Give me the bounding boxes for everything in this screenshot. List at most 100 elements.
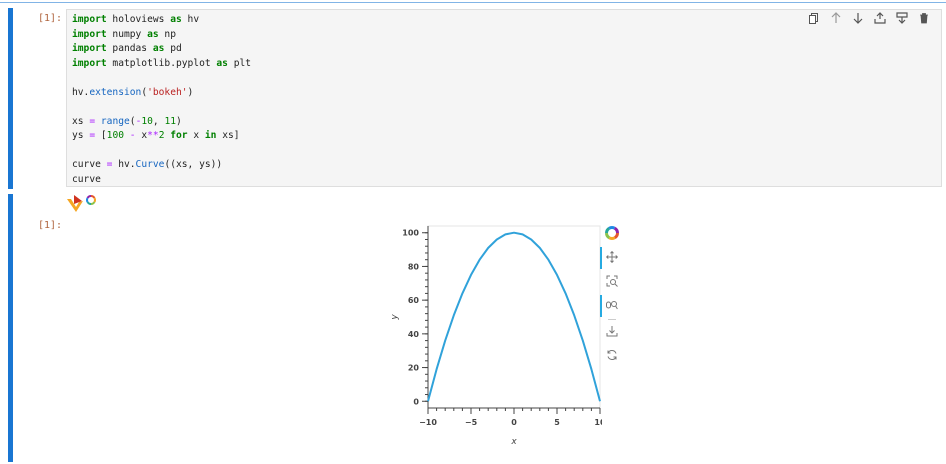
x-tick-label: 5 (554, 418, 560, 427)
code-token: 10 (141, 115, 153, 127)
code-token: 'bokeh' (147, 86, 188, 98)
code-line: import pandas as pd (72, 42, 251, 57)
code-line: curve (72, 173, 251, 188)
y-tick-label: 40 (408, 330, 420, 339)
code-token: range (100, 115, 130, 127)
code-token: = (89, 130, 96, 141)
move-down-icon[interactable] (850, 11, 866, 25)
input-prompt: [1]: (38, 13, 63, 24)
y-tick-label: 80 (408, 262, 420, 271)
code-token: 11 (164, 115, 177, 127)
code-token: ( (129, 115, 136, 127)
code-token: pd (164, 43, 182, 54)
code-line: import matplotlib.pyplot as plt (72, 57, 251, 72)
code-token: Curve (135, 159, 165, 170)
code-editor[interactable]: import holoviews as hv import numpy as np… (66, 9, 942, 187)
notebook-top-border (0, 2, 946, 3)
x-tick-label: −10 (419, 418, 437, 427)
code-token: for (170, 130, 188, 141)
code-content[interactable]: import holoviews as hv import numpy as np… (72, 13, 251, 187)
code-line: xs = range(-10, 11) (72, 115, 251, 130)
code-token: 2 (158, 130, 165, 141)
y-axis-label: y (390, 314, 400, 321)
code-token: matplotlib.pyplot (106, 57, 217, 69)
code-token: import (72, 43, 107, 54)
insert-above-icon[interactable] (872, 11, 888, 25)
code-token: pandas (106, 43, 153, 54)
code-token: hv. (112, 159, 136, 170)
x-tick-label: 0 (511, 418, 517, 427)
code-line: hv.extension('bokeh') (72, 86, 251, 101)
x-axis-label: x (510, 437, 517, 447)
code-line: ys = [100 - x**2 for x in xs] (72, 129, 251, 144)
code-token: as (216, 57, 228, 69)
wheel-zoom-active-indicator (600, 295, 602, 317)
delete-icon[interactable] (916, 11, 932, 25)
bokeh-plot[interactable]: −10−50510020406080100xy (380, 220, 606, 460)
code-token: import (72, 57, 107, 69)
box-zoom-icon[interactable] (604, 273, 620, 289)
code-line: import holoviews as hv (72, 13, 251, 28)
code-line (72, 144, 251, 159)
code-token: 100 (106, 130, 124, 141)
code-token: hv (181, 14, 200, 25)
wheel-zoom-icon[interactable] (604, 297, 620, 313)
code-token: [ (95, 130, 107, 141)
pan-icon[interactable] (604, 249, 620, 265)
output-selection-bar[interactable] (8, 194, 13, 462)
bokeh-logo[interactable] (604, 225, 620, 241)
y-tick-label: 100 (402, 229, 419, 238)
code-token: ( (141, 86, 148, 98)
code-token: numpy (106, 28, 148, 40)
code-token: xs] (216, 130, 240, 141)
code-token: , (152, 115, 165, 127)
y-tick-label: 20 (408, 364, 420, 373)
y-tick-label: 0 (413, 397, 419, 406)
code-token: curve (72, 173, 101, 185)
code-token: ys (72, 130, 90, 141)
data-curve (427, 231, 601, 402)
code-token: - (129, 130, 136, 141)
code-token: extension (89, 86, 142, 98)
pan-active-indicator (600, 247, 602, 269)
x-tick-label: −5 (465, 418, 478, 427)
plot-frame (427, 225, 601, 409)
code-token: as (170, 14, 182, 25)
move-up-icon[interactable] (828, 11, 844, 25)
code-token: import (72, 28, 107, 40)
code-token: ** (147, 130, 159, 141)
code-token: import (72, 14, 107, 25)
code-line: import numpy as np (72, 28, 251, 43)
toolbar-divider (608, 319, 616, 320)
code-token: xs (72, 115, 90, 127)
duplicate-icon[interactable] (806, 11, 822, 25)
x-tick-label: 10 (594, 418, 602, 427)
code-line (72, 71, 251, 86)
code-token: x (187, 130, 205, 141)
save-icon[interactable] (604, 323, 620, 339)
reset-icon[interactable] (604, 347, 620, 363)
code-token: ((xs, ys)) (164, 159, 223, 170)
code-token: np (158, 28, 176, 40)
code-token: in (204, 130, 217, 141)
code-token: x (135, 130, 148, 141)
code-token: holoviews (106, 14, 171, 25)
code-token: ) (176, 115, 182, 127)
code-line: curve = hv.Curve((xs, ys)) (72, 158, 251, 173)
output-prompt: [1]: (38, 220, 63, 231)
code-token: = (106, 159, 113, 170)
chart-svg: −10−50510020406080100xy (390, 225, 606, 447)
cell-selection-bar[interactable] (8, 8, 13, 189)
code-token: as (152, 43, 165, 54)
code-token: = (89, 115, 96, 127)
holoviews-logo (66, 193, 100, 219)
code-token: plt (227, 57, 252, 69)
code-token: ) (187, 86, 194, 98)
insert-below-icon[interactable] (894, 11, 910, 25)
code-token: curve (72, 159, 107, 170)
code-token: as (147, 28, 159, 40)
y-tick-label: 60 (408, 296, 420, 305)
code-token: - (135, 115, 142, 127)
code-line (72, 100, 251, 115)
cell-toolbar (806, 11, 932, 25)
